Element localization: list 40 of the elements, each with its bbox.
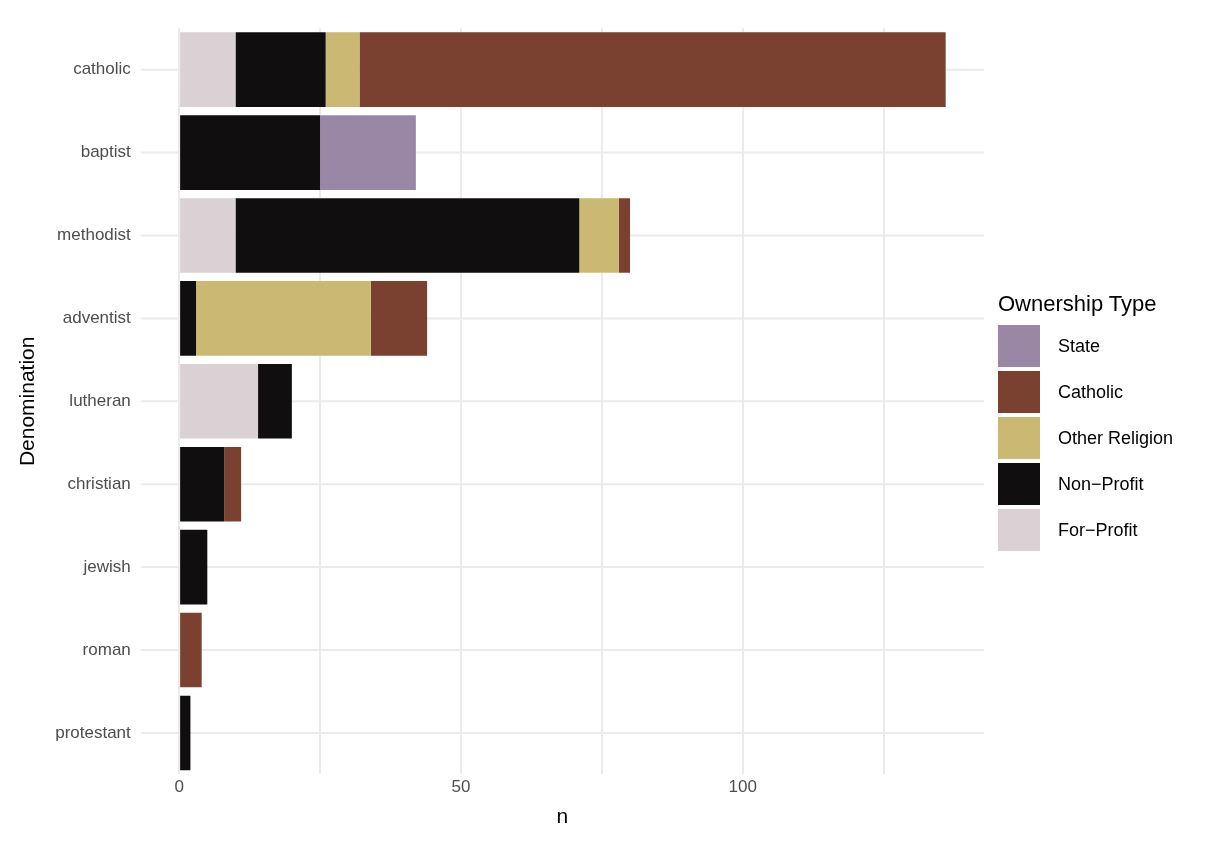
bar [180, 695, 191, 771]
bar [320, 115, 416, 190]
y-tick-label: catholic [73, 59, 132, 79]
legend-label: Non−Profit [1058, 473, 1144, 495]
bar [579, 198, 619, 273]
y-tick-label: roman [82, 639, 131, 659]
legend-title: Ownership Type [998, 291, 1158, 317]
x-axis-title: n [556, 804, 569, 828]
bar [180, 281, 197, 356]
bar [180, 32, 236, 107]
bar [180, 363, 259, 439]
y-axis-title: Denomination [15, 336, 39, 467]
bar [180, 115, 321, 190]
x-tick-label: 0 [174, 777, 184, 797]
y-tick-label: lutheran [69, 390, 131, 410]
bar [180, 198, 236, 273]
bar [325, 32, 360, 107]
bar [224, 446, 242, 522]
y-tick-label: baptist [80, 142, 132, 162]
legend-label: Other Religion [1058, 427, 1174, 449]
y-tick-label: jewish [82, 556, 131, 576]
x-tick-label: 50 [451, 777, 471, 797]
legend-label: State [1058, 335, 1101, 357]
bar [235, 32, 326, 107]
bar [235, 198, 580, 273]
bar [359, 32, 946, 107]
bar [370, 281, 428, 356]
y-tick-label: protestant [55, 722, 132, 742]
x-tick-label: 100 [728, 777, 757, 797]
bar [196, 281, 371, 356]
bar [180, 446, 225, 522]
legend-label: Catholic [1058, 381, 1124, 403]
y-tick-label: adventist [62, 308, 132, 328]
bar [618, 198, 631, 273]
legend-label: For−Profit [1058, 519, 1138, 541]
bar [258, 363, 292, 439]
bar [180, 529, 208, 605]
bar [180, 612, 202, 688]
y-tick-label: christian [67, 473, 131, 493]
y-tick-label: methodist [57, 225, 132, 245]
